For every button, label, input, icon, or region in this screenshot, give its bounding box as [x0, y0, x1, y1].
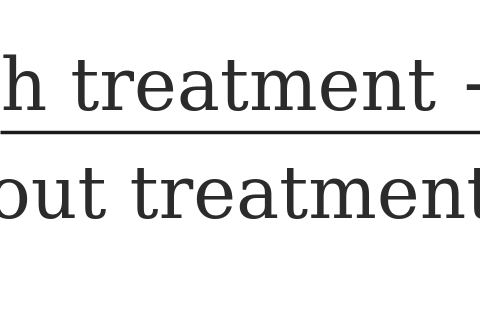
Text: Absorbance of cell with treatment − Absorbance of blank: Absorbance of cell with treatment − Abso…: [0, 54, 480, 125]
Text: Absorbance of cell without treatment − Absorbance of blank: Absorbance of cell without treatment − A…: [0, 162, 480, 233]
